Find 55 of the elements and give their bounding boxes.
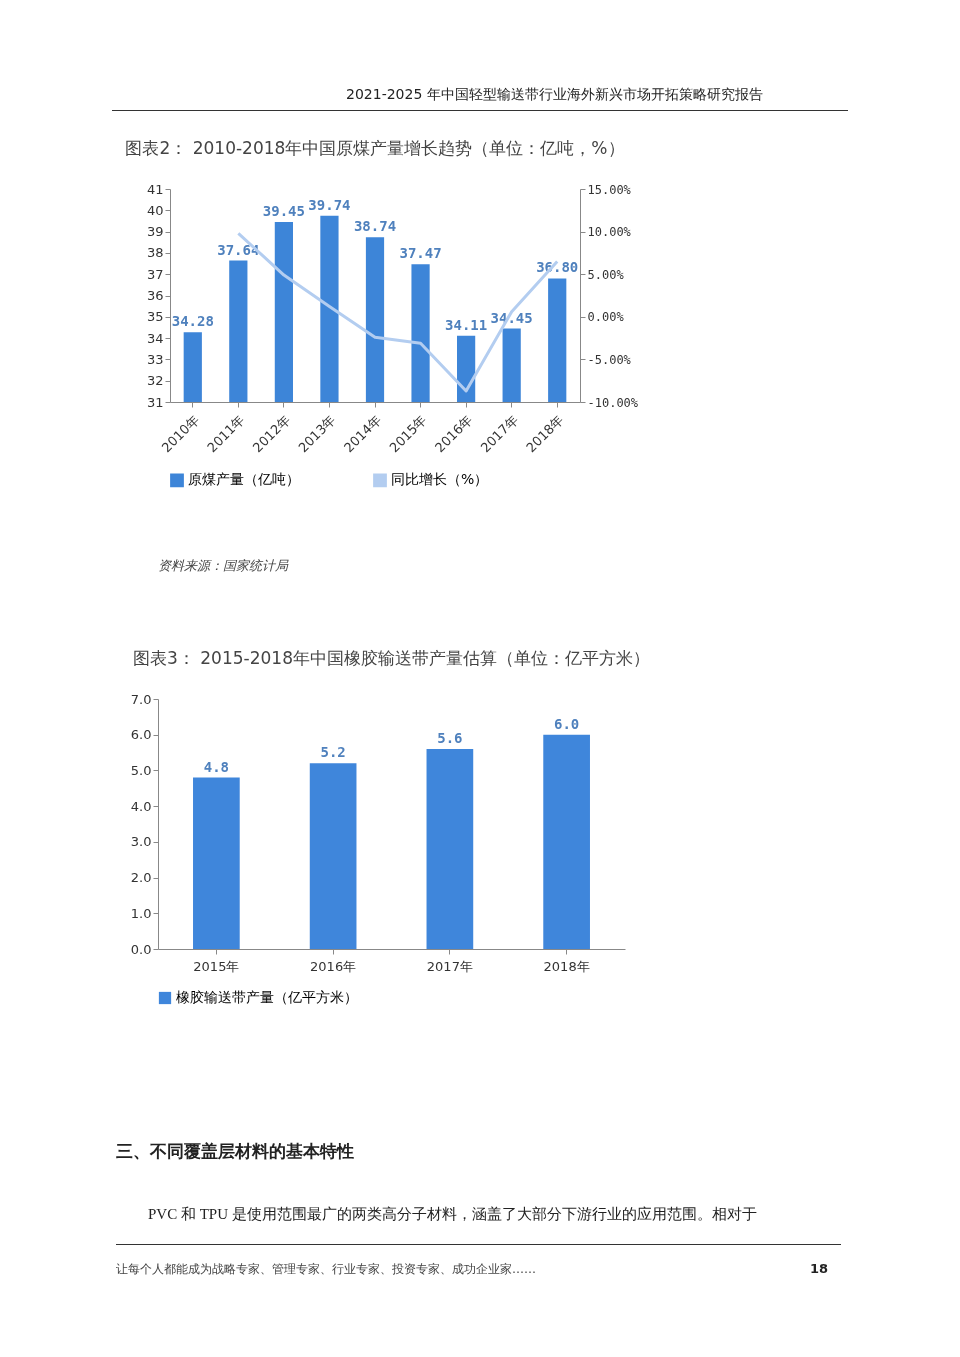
x-tick-label: 2017年 [426,958,473,974]
text: 让每个人都能成为战略专家、管理专家、行业专家、投资专家、成功企业家…… [116,1261,536,1278]
y-tick-label: 36 [146,288,164,303]
bar [543,734,590,949]
data-label: 39.45 [262,203,305,220]
bar [426,749,474,949]
y-tick-label: 35 [146,309,164,325]
y-tick-label: 40 [146,202,164,218]
y-tick-label: 6.0 [130,727,152,743]
y2-tick-label: -5.00% [587,352,632,367]
y-tick-label: 39 [146,224,164,240]
data-label: 38.74 [353,218,397,235]
y-tick-label: 7.0 [130,691,152,707]
y2-tick-label: 5.00% [587,267,625,282]
text: PVC 和 TPU 是使用范围最广的两类高分子材料，涵盖了大部分下游行业的应用范围。相对于 [148,1205,757,1224]
text: 18 [810,1261,829,1276]
chart-title: 图表2： 2010-2018年中国原煤产量增长趋势（单位：亿吨，%） [125,138,625,158]
y-tick-label: 0.0 [130,941,152,957]
y-tick-label: 37 [146,266,164,282]
text: 2021-2025 年中国轻型输送带行业海外新兴市场开拓策略研究报告 [346,86,763,104]
data-label: 37.47 [399,245,442,262]
y-tick-label: 33 [146,351,164,367]
y2-tick-label: 0.00% [587,310,625,325]
y-tick-label: 3.0 [130,834,152,850]
y-tick-label: 4.0 [130,798,152,814]
y-tick-label: 2.0 [130,870,152,886]
y-tick-label: 1.0 [130,905,152,921]
y-tick-label: 32 [146,373,164,389]
y-tick-label: 34 [146,330,164,346]
data-label: 5.2 [320,744,346,761]
bar [309,763,357,949]
data-label: 34.11 [445,316,488,333]
bar [193,777,240,949]
y-tick-label: 5.0 [130,762,152,778]
data-label: 4.8 [203,758,230,775]
y-tick-label: 38 [146,245,164,261]
legend-label: 原煤产量（亿吨） [188,471,300,488]
data-label: 34.28 [171,313,214,330]
x-tick-label: 2016年 [310,958,357,974]
x-tick-label: 2018年 [543,958,590,974]
data-label: 34.45 [490,309,533,326]
data-label: 6.0 [553,715,580,732]
data-label: 39.74 [308,196,351,213]
chart-title: 图表3： 2015-2018年中国橡胶输送带产量估算（单位：亿平方米） [133,648,650,668]
text: 资料来源：国家统计局 [158,557,288,575]
x-tick-label: 2015年 [193,958,240,974]
y-tick-label: 31 [146,394,164,410]
data-label: 5.6 [437,730,463,746]
text: 三、不同覆盖层材料的基本特性 [116,1140,354,1163]
y-tick-label: 41 [146,181,164,197]
y2-tick-label: -10.00% [587,395,639,410]
y2-tick-label: 15.00% [587,182,632,197]
legend-label: 橡胶输送带产量（亿平方米） [176,989,358,1005]
y2-tick-label: 10.00% [587,225,632,240]
legend-label: 同比增长（%） [391,471,489,488]
